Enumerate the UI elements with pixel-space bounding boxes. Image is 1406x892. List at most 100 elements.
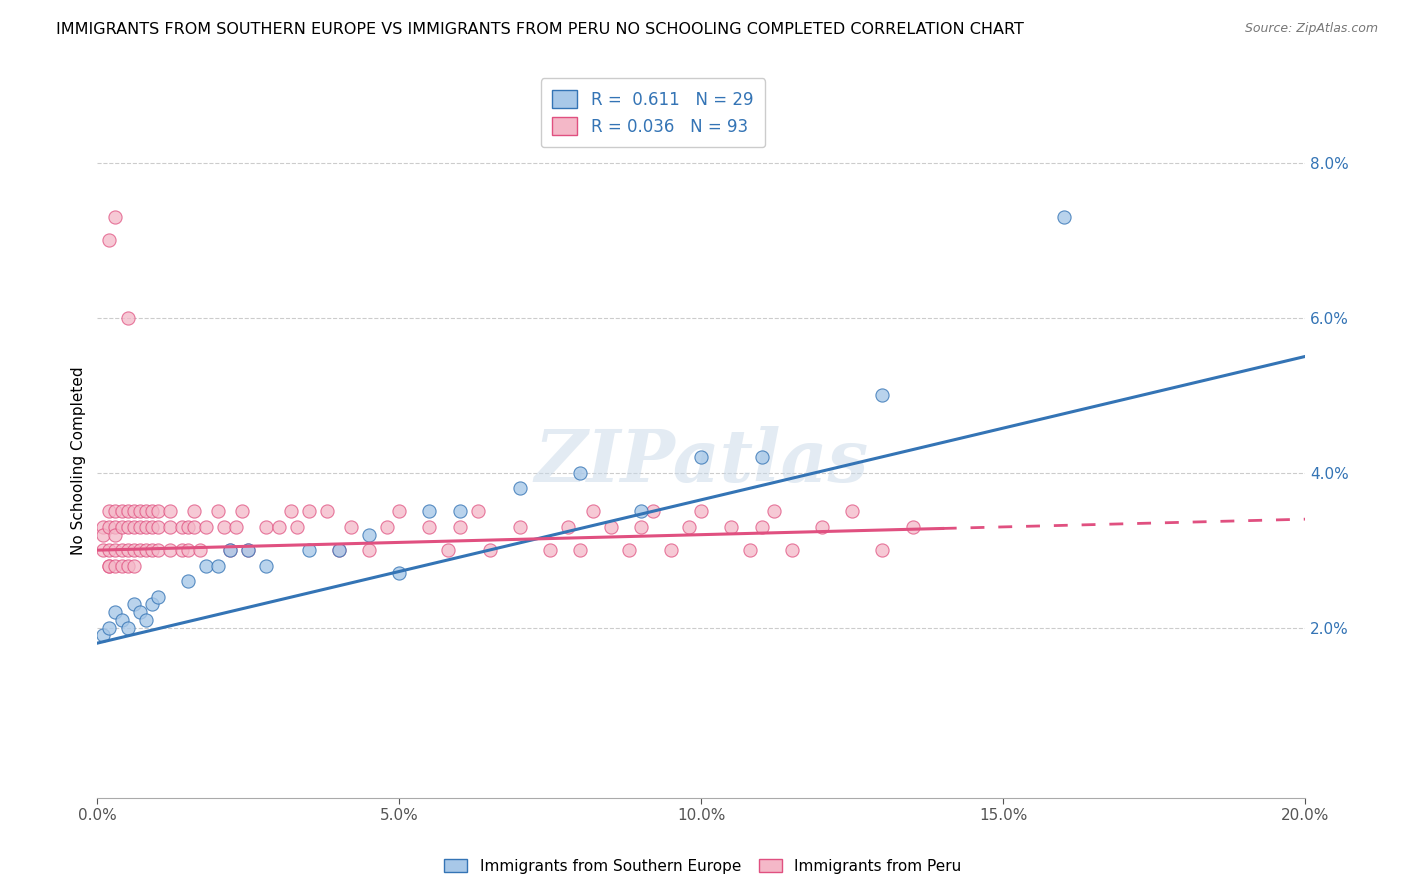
Point [117, 543, 139, 558]
Point [183, 520, 205, 534]
Point [146, 504, 169, 518]
Point [678, 520, 700, 534]
Legend: Immigrants from Southern Europe, Immigrants from Peru: Immigrants from Southern Europe, Immigra… [439, 853, 967, 880]
Point [569, 466, 592, 480]
Point [641, 504, 664, 518]
Point [238, 543, 260, 558]
Point [418, 520, 440, 534]
Point [690, 450, 713, 465]
Point [298, 504, 321, 518]
Point [298, 543, 321, 558]
Point [93, 520, 115, 534]
Point [135, 543, 157, 558]
Point [509, 481, 531, 495]
Point [110, 558, 132, 573]
Point [340, 520, 363, 534]
Point [177, 543, 200, 558]
Point [659, 543, 682, 558]
Point [141, 598, 163, 612]
Point [478, 543, 501, 558]
Point [359, 543, 381, 558]
Point [195, 520, 218, 534]
Point [690, 504, 713, 518]
Point [104, 210, 127, 224]
Point [110, 543, 132, 558]
Y-axis label: No Schooling Completed: No Schooling Completed [72, 367, 86, 556]
Point [117, 621, 139, 635]
Point [207, 558, 229, 573]
Point [436, 543, 458, 558]
Point [170, 520, 193, 534]
Point [359, 527, 381, 541]
Point [617, 543, 640, 558]
Point [104, 527, 127, 541]
Point [254, 520, 277, 534]
Point [195, 558, 218, 573]
Point [467, 504, 489, 518]
Point [146, 590, 169, 604]
Point [122, 520, 145, 534]
Point [117, 520, 139, 534]
Point [98, 558, 121, 573]
Point [159, 520, 181, 534]
Point [122, 598, 145, 612]
Legend: R =  0.611   N = 29, R = 0.036   N = 93: R = 0.611 N = 29, R = 0.036 N = 93 [541, 78, 765, 147]
Point [98, 558, 121, 573]
Point [328, 543, 350, 558]
Point [141, 543, 163, 558]
Point [388, 504, 411, 518]
Point [780, 543, 803, 558]
Point [98, 543, 121, 558]
Point [98, 233, 121, 247]
Point [135, 504, 157, 518]
Point [183, 504, 205, 518]
Point [110, 613, 132, 627]
Point [238, 543, 260, 558]
Point [110, 520, 132, 534]
Text: Source: ZipAtlas.com: Source: ZipAtlas.com [1244, 22, 1378, 36]
Point [901, 520, 924, 534]
Point [159, 504, 181, 518]
Point [122, 504, 145, 518]
Point [449, 520, 471, 534]
Point [315, 504, 337, 518]
Point [872, 388, 894, 402]
Point [104, 520, 127, 534]
Point [128, 504, 150, 518]
Point [375, 520, 398, 534]
Point [219, 543, 242, 558]
Point [170, 543, 193, 558]
Point [117, 310, 139, 325]
Point [128, 520, 150, 534]
Point [110, 504, 132, 518]
Point [328, 543, 350, 558]
Point [104, 605, 127, 619]
Point [117, 558, 139, 573]
Point [146, 543, 169, 558]
Point [280, 504, 302, 518]
Point [188, 543, 211, 558]
Point [720, 520, 742, 534]
Point [122, 558, 145, 573]
Point [418, 504, 440, 518]
Point [225, 520, 247, 534]
Point [117, 504, 139, 518]
Point [231, 504, 253, 518]
Point [569, 543, 592, 558]
Point [135, 613, 157, 627]
Point [538, 543, 561, 558]
Point [630, 520, 652, 534]
Point [93, 543, 115, 558]
Point [509, 520, 531, 534]
Text: ZIPatlas: ZIPatlas [534, 425, 869, 497]
Point [212, 520, 235, 534]
Point [872, 543, 894, 558]
Point [104, 558, 127, 573]
Point [630, 504, 652, 518]
Point [841, 504, 863, 518]
Point [98, 520, 121, 534]
Point [207, 504, 229, 518]
Point [177, 574, 200, 589]
Point [122, 543, 145, 558]
Point [177, 520, 200, 534]
